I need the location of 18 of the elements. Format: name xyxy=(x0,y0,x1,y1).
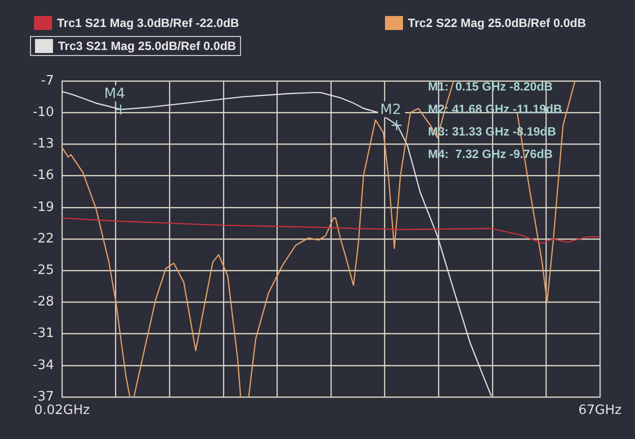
y-tick-label: -10 xyxy=(32,104,54,120)
y-tick-label: -25 xyxy=(32,262,54,278)
x-tick-label: 0.02GHz xyxy=(34,403,90,418)
y-tick-label: -7 xyxy=(41,73,54,88)
legend-label: Trc1 S21 Mag 3.0dB/Ref -22.0dB xyxy=(57,16,240,30)
annotation: M4 xyxy=(104,86,126,102)
x-tick-label: 67GHz xyxy=(578,403,622,418)
legend-label: Trc2 S22 Mag 25.0dB/Ref 0.0dB xyxy=(408,16,586,30)
y-tick-label: -19 xyxy=(32,200,54,215)
y-tick-label: -34 xyxy=(32,358,54,373)
annotation: M2 xyxy=(380,102,402,118)
y-tick-label: -37 xyxy=(32,389,54,404)
y-tick-label: -22 xyxy=(32,231,54,246)
y-tick-label: -16 xyxy=(32,168,54,184)
y-tick-label: -28 xyxy=(32,294,54,310)
y-tick-label: -31 xyxy=(32,326,54,342)
legend-label: Trc3 S21 Mag 25.0dB/Ref 0.0dB xyxy=(58,39,236,53)
y-tick-label: -13 xyxy=(32,136,54,152)
